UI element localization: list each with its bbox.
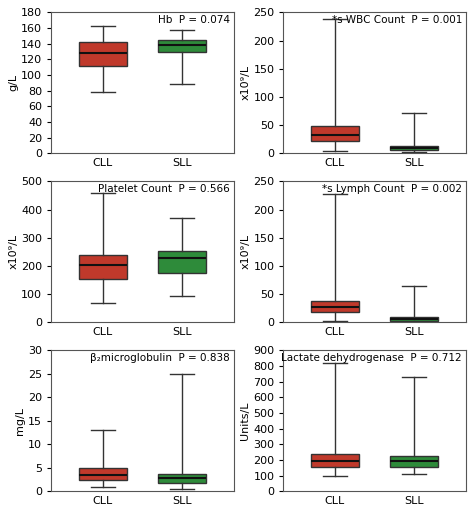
PathPatch shape [391, 456, 438, 467]
PathPatch shape [391, 145, 438, 150]
Y-axis label: mg/L: mg/L [15, 407, 25, 435]
PathPatch shape [79, 42, 127, 66]
Text: *s Lymph Count  P = 0.002: *s Lymph Count P = 0.002 [322, 184, 462, 194]
Text: β₂microglobulin  P = 0.838: β₂microglobulin P = 0.838 [90, 353, 230, 363]
Text: Lactate dehydrogenase  P = 0.712: Lactate dehydrogenase P = 0.712 [282, 353, 462, 363]
PathPatch shape [311, 454, 359, 467]
Y-axis label: x10⁹/L: x10⁹/L [240, 234, 250, 269]
PathPatch shape [311, 126, 359, 141]
PathPatch shape [79, 468, 127, 480]
PathPatch shape [311, 301, 359, 313]
Y-axis label: x10⁹/L: x10⁹/L [240, 65, 250, 100]
PathPatch shape [79, 255, 127, 279]
PathPatch shape [391, 317, 438, 321]
PathPatch shape [158, 250, 206, 273]
Text: *s WBC Count  P = 0.001: *s WBC Count P = 0.001 [332, 15, 462, 25]
PathPatch shape [158, 40, 206, 51]
Text: Platelet Count  P = 0.566: Platelet Count P = 0.566 [98, 184, 230, 194]
Text: Hb  P = 0.074: Hb P = 0.074 [158, 15, 230, 25]
PathPatch shape [158, 473, 206, 483]
Y-axis label: g/L: g/L [9, 75, 18, 91]
Y-axis label: x10⁹/L: x10⁹/L [9, 234, 18, 269]
Y-axis label: Units/L: Units/L [240, 401, 250, 440]
